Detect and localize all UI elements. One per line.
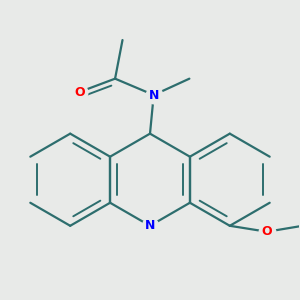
Text: N: N xyxy=(145,219,155,232)
Text: N: N xyxy=(148,88,159,101)
Text: O: O xyxy=(262,225,272,238)
Text: O: O xyxy=(74,85,85,98)
